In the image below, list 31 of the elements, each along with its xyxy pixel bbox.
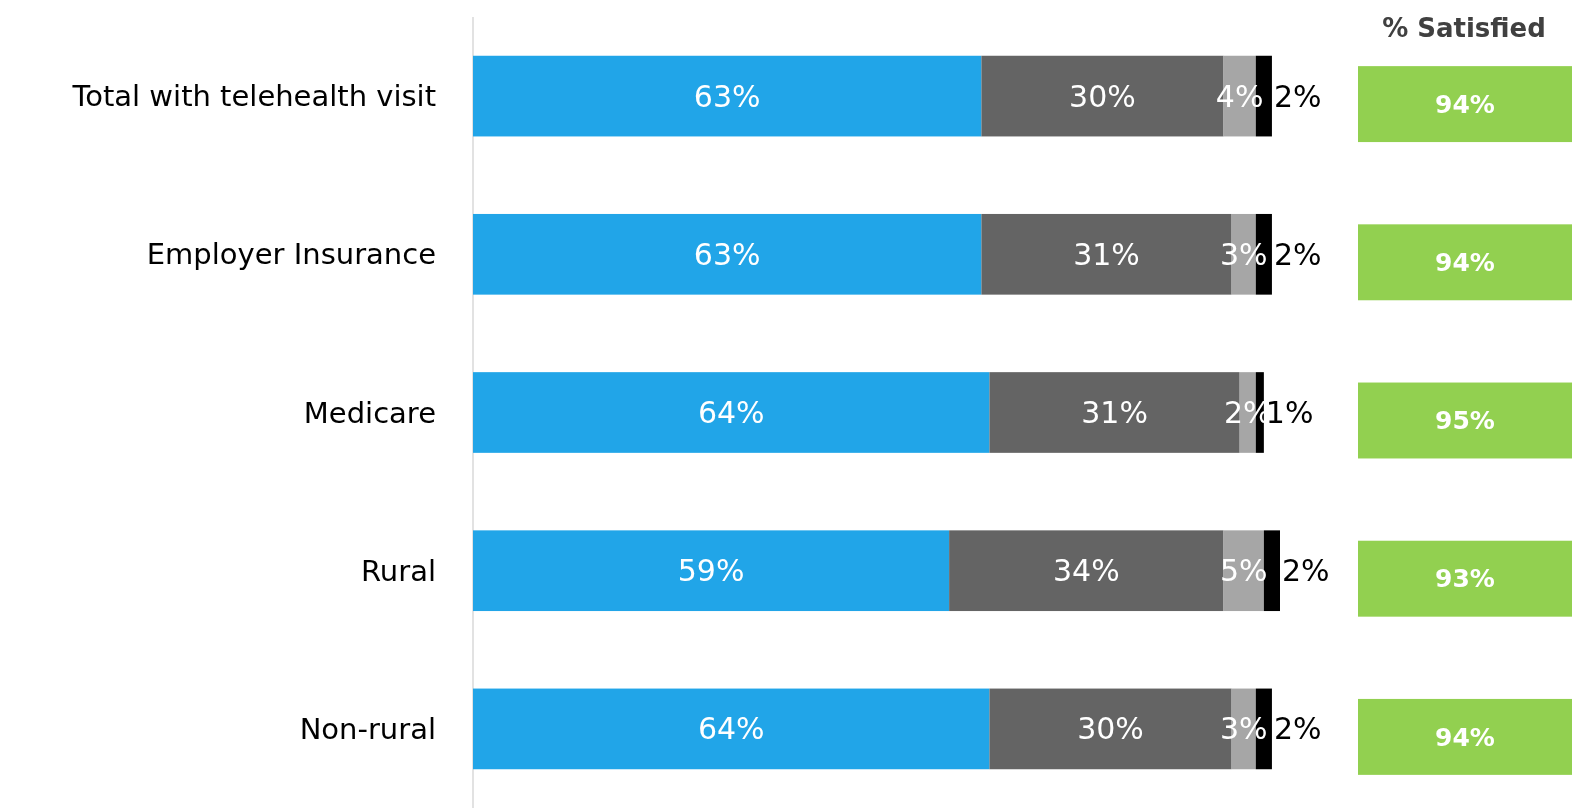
y-tick-label: Employer Insurance: [146, 237, 436, 272]
data-label: 64%: [697, 395, 765, 430]
bar: [473, 688, 990, 770]
data-label: 63%: [693, 236, 761, 272]
data-label: 2%: [1273, 236, 1322, 272]
bar: [949, 530, 1224, 612]
text: 94%: [1435, 248, 1495, 278]
y-tick-label: Medicare: [303, 395, 436, 430]
data-label: 2%: [1282, 553, 1330, 589]
data-label: 63%: [693, 78, 761, 114]
data-label: 30%: [1077, 711, 1144, 747]
text: % Satisfied: [1382, 13, 1546, 44]
text: 93%: [1435, 564, 1495, 594]
y-tick-label: Non-rural: [299, 712, 436, 747]
data-label: 30%: [1069, 78, 1136, 114]
data-label: 34%: [1052, 553, 1120, 589]
text: 94%: [1435, 722, 1495, 752]
bar: [473, 55, 982, 137]
bar: [473, 213, 982, 295]
data-label: 2%: [1273, 78, 1322, 114]
y-tick-label: Rural: [361, 553, 436, 588]
bar: [473, 372, 990, 453]
data-label: 64%: [697, 711, 765, 747]
data-label: 2%: [1273, 711, 1322, 747]
bar: [473, 530, 950, 612]
text: 94%: [1435, 89, 1495, 119]
text: 95%: [1435, 406, 1495, 436]
data-label: 31%: [1081, 395, 1148, 430]
data-label: 31%: [1073, 236, 1140, 272]
y-tick-label: Total with telehealth visit: [71, 79, 436, 114]
data-label: 59%: [677, 553, 745, 589]
